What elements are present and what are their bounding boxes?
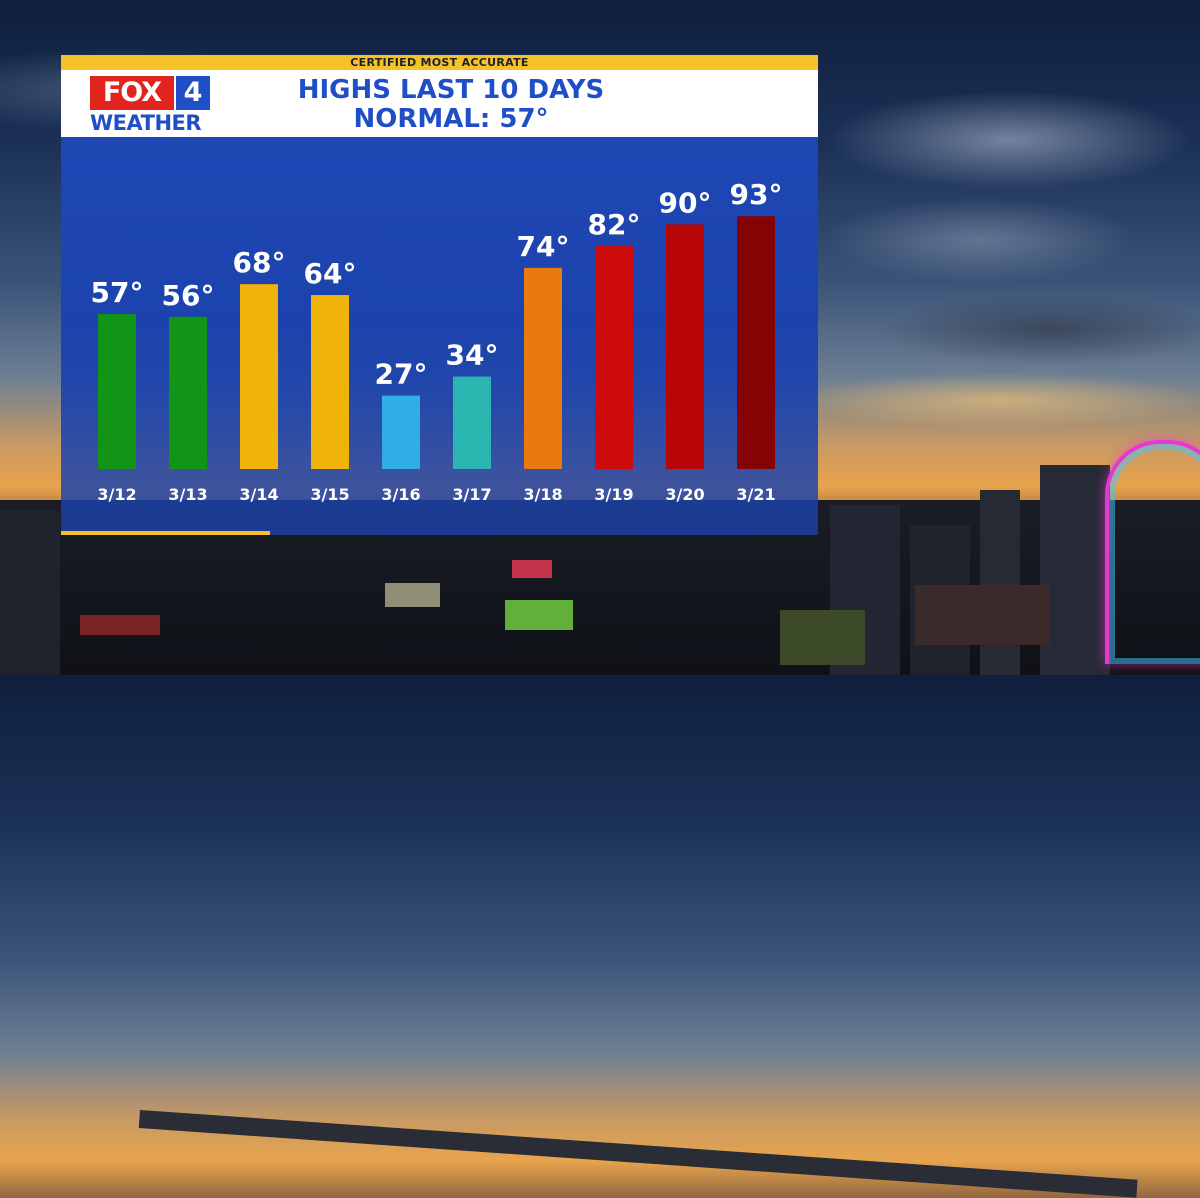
bar-3-19	[595, 246, 633, 469]
category-label-3-17: 3/17	[452, 485, 491, 504]
bar-3-20	[666, 224, 704, 469]
weather-graphic-panel: CERTIFIED MOST ACCURATE FOX 4 WEATHER HI…	[61, 55, 818, 535]
data-label-3-21: 93°	[730, 178, 783, 211]
bar-3-17	[453, 376, 491, 469]
category-label-3-18: 3/18	[523, 485, 562, 504]
category-label-3-14: 3/14	[239, 485, 278, 504]
data-label-3-17: 34°	[446, 339, 499, 372]
bar-3-16	[382, 395, 420, 469]
category-label-3-16: 3/16	[381, 485, 420, 504]
category-label-3-13: 3/13	[168, 485, 207, 504]
data-label-3-16: 27°	[375, 358, 428, 391]
chart-subtitle-normal: NORMAL: 57°	[353, 104, 549, 134]
data-label-3-14: 68°	[233, 246, 286, 279]
progress-bar	[61, 531, 270, 535]
bar-3-14	[240, 284, 278, 469]
category-label-3-15: 3/15	[310, 485, 349, 504]
bar-3-18	[524, 267, 562, 469]
fox4-weather-logo: FOX 4 WEATHER	[90, 76, 210, 134]
chart-title: HIGHS LAST 10 DAYS NORMAL: 57°	[241, 76, 661, 134]
logo-fox-text: FOX	[90, 76, 174, 110]
data-label-3-13: 56°	[162, 279, 215, 312]
chart-title-line1: HIGHS LAST 10 DAYS	[297, 75, 605, 105]
logo-channel-number: 4	[176, 76, 210, 110]
category-label-3-12: 3/12	[97, 485, 136, 504]
bar-3-15	[311, 295, 349, 469]
data-label-3-18: 74°	[517, 230, 570, 263]
data-label-3-15: 64°	[304, 257, 357, 290]
bar-3-21	[737, 216, 775, 469]
data-label-3-12: 57°	[91, 276, 144, 309]
category-label-3-19: 3/19	[594, 485, 633, 504]
certified-banner: CERTIFIED MOST ACCURATE	[61, 55, 818, 70]
data-label-3-19: 82°	[588, 208, 641, 241]
bar-3-13	[169, 316, 207, 469]
ferris-wheel	[1105, 440, 1200, 664]
data-label-3-20: 90°	[659, 186, 712, 219]
bar-3-12	[98, 314, 136, 469]
category-label-3-20: 3/20	[665, 485, 704, 504]
logo-weather-text: WEATHER	[90, 111, 202, 135]
category-label-3-21: 3/21	[736, 485, 775, 504]
bar-chart: 57° 3/12 56° 3/13 68° 3/14 64° 3/15 27° 3/16 34° 3/…	[91, 178, 783, 504]
title-bar: FOX 4 WEATHER HIGHS LAST 10 DAYS NORMAL:…	[61, 70, 818, 137]
